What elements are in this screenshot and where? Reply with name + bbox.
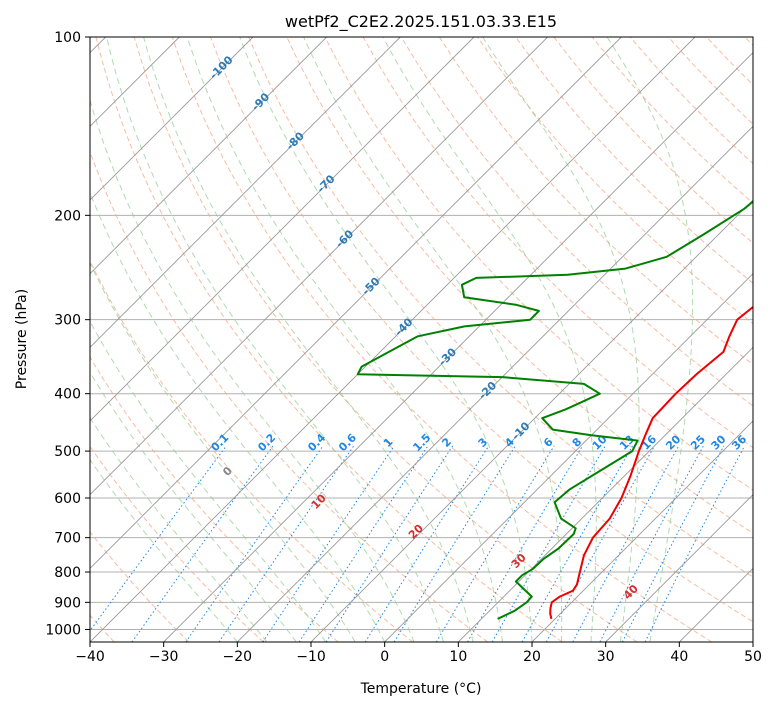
- mixing-ratio-line: [621, 445, 725, 642]
- isotherm-line: [458, 346, 753, 642]
- y-tick-label: 400: [54, 387, 81, 403]
- x-axis-label: Temperature (°C): [360, 681, 482, 697]
- dry-adiabat-line: [209, 37, 753, 623]
- x-axis: −40 −30 −20 −10 0 10 20 30 40 50: [75, 642, 762, 665]
- isotherm-line: [605, 494, 753, 642]
- moist-adiabat-line: [90, 191, 386, 642]
- y-tick-label: 700: [54, 531, 81, 547]
- mixing-ratio-line: [644, 445, 746, 642]
- mixing-ratio-line: [131, 445, 274, 642]
- isotherm-line: [90, 37, 475, 422]
- mixing-ratio-line: [545, 445, 656, 642]
- y-tick-label: 200: [54, 208, 81, 224]
- y-axis-label: Pressure (hPa): [14, 289, 30, 389]
- mixing-ratio-line: [435, 445, 555, 642]
- y-tick-label: 100: [54, 30, 81, 46]
- moist-adiabat-line: [143, 37, 474, 642]
- x-tick-label: 50: [744, 649, 762, 665]
- moist-adiabat-line: [90, 261, 356, 642]
- mixing-ratio-line: [262, 445, 395, 642]
- dry-adiabats: [90, 37, 753, 642]
- y-tick-label: 500: [54, 444, 81, 460]
- plot-frame: [89, 36, 754, 643]
- plot-area: 0.1 0.2 0.4 0.6 1 1.5 2 3 4 6 8 10 13 16 20 25 30 36-100-…: [90, 37, 753, 642]
- mixing-ratio-lines: [90, 445, 746, 642]
- temperature-profile-line: [549, 305, 753, 620]
- isotherm-line: [163, 52, 753, 642]
- mixing-ratio-line: [185, 445, 324, 642]
- x-tick-label: −10: [296, 649, 326, 665]
- mixing-ratio-line: [218, 445, 355, 642]
- x-tick-label: 30: [597, 649, 615, 665]
- dry-adiabat-line: [362, 37, 753, 449]
- moist-adiabat-line: [90, 320, 327, 642]
- isotherm-line: [237, 125, 753, 642]
- dry-adiabat-line: [95, 37, 563, 642]
- chart-title: wetPf2_C2E2.2025.151.03.33.E15: [285, 12, 557, 32]
- y-axis: 100 200 300 400 500 600 700 800 900 1000: [45, 30, 90, 638]
- dry-adiabat-line: [324, 37, 753, 491]
- isotherms: [90, 37, 753, 642]
- moist-adiabat-line: [382, 37, 597, 642]
- isotherm-line: [90, 37, 548, 496]
- mixing-ratio-line: [364, 445, 490, 642]
- profile-series: [356, 200, 753, 620]
- moist-adiabat-line: [90, 458, 238, 642]
- isotherm-line: [384, 273, 753, 642]
- mixing-ratio-line: [325, 445, 454, 642]
- dry-adiabat-line: [171, 37, 712, 642]
- dry-adiabat-line: [90, 531, 190, 642]
- mixing-ratio-line: [298, 445, 429, 642]
- isotherm-line: [90, 37, 327, 275]
- y-tick-label: 800: [54, 565, 81, 581]
- y-tick-label: 600: [54, 491, 81, 507]
- moist-adiabat-line: [482, 37, 640, 642]
- isotherm-line: [90, 37, 401, 348]
- dry-adiabat-line: [90, 150, 488, 642]
- y-tick-label: 900: [54, 595, 81, 611]
- dry-adiabat-line: [515, 37, 753, 284]
- moist-adiabat-line: [106, 37, 445, 642]
- x-tick-label: −30: [149, 649, 179, 665]
- x-tick-label: 40: [670, 649, 688, 665]
- moist-adiabat-line: [90, 416, 268, 642]
- isotherm-line: [90, 37, 254, 201]
- dewpoint-profile-line: [356, 200, 753, 620]
- moist-adiabat-line: [606, 37, 694, 642]
- pressure-grid: [90, 37, 753, 630]
- x-tick-label: 10: [449, 649, 467, 665]
- x-tick-label: 0: [380, 649, 389, 665]
- moist-adiabat-line: [186, 37, 503, 642]
- isotherm-line: [90, 37, 696, 642]
- dry-adiabat-line: [248, 37, 753, 578]
- y-tick-label: 300: [54, 313, 81, 329]
- x-tick-label: −20: [223, 649, 253, 665]
- x-tick-label: 20: [523, 649, 541, 665]
- dry-adiabat-line: [286, 37, 753, 534]
- moist-adiabat-line: [90, 371, 297, 642]
- isotherm-line: [310, 199, 753, 642]
- moist-adiabat-line: [303, 37, 563, 642]
- dry-adiabat-line: [477, 37, 753, 325]
- dry-adiabat-line: [90, 259, 414, 642]
- isotherm-line: [90, 37, 622, 569]
- y-tick-label: 1000: [45, 622, 81, 638]
- dry-adiabat-line: [90, 356, 339, 642]
- isotherm-line: [531, 420, 753, 642]
- mixing-ratio-line: [521, 445, 633, 642]
- mixing-ratio-line: [467, 445, 584, 642]
- x-tick-label: −40: [75, 649, 105, 665]
